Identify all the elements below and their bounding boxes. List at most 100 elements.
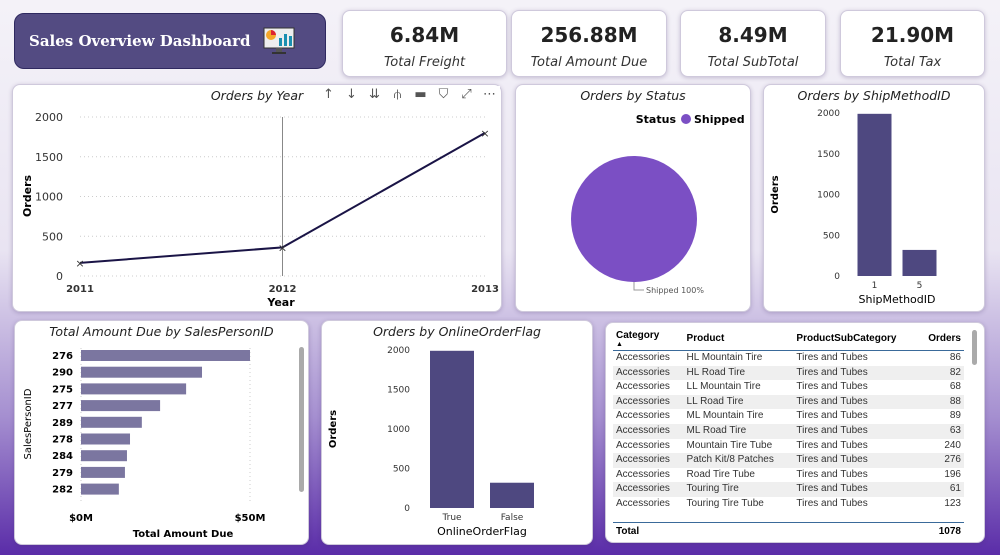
table-cell: Tires and Tubes — [796, 468, 868, 480]
column-header[interactable]: Product — [683, 327, 794, 351]
table-cell: 61 — [918, 482, 964, 497]
more-options-icon[interactable]: ⋯ — [483, 87, 496, 102]
visual-toolbar: ↑ ↓ ⇊ ⫛ ▬ ⛉ ⤢ ⋯ — [316, 86, 500, 104]
column-header[interactable]: Orders — [918, 327, 964, 351]
table-cell: Tires and Tubes — [793, 482, 919, 497]
legend-marker — [681, 114, 691, 124]
table-cell: Accessories — [616, 468, 670, 480]
table-cell: Accessories — [616, 410, 670, 422]
pie-slice — [571, 156, 697, 282]
table-cell: Tires and Tubes — [793, 453, 919, 468]
table-cell: Accessories — [613, 482, 684, 497]
table-cell: Tires and Tubes — [793, 365, 919, 381]
table-cell: 86 — [949, 352, 961, 363]
chart-title: Orders by Status — [580, 88, 686, 103]
y-tick-label: 2000 — [35, 111, 63, 124]
table-cell: Mountain Tire Tube — [686, 439, 773, 451]
y-axis-label: SalesPersonID — [23, 388, 34, 459]
table-scrollbar[interactable] — [972, 330, 977, 365]
table-cell: Accessories — [616, 497, 670, 509]
kpi-card: 256.88M Total Amount Due — [511, 10, 667, 77]
table-cell: Tires and Tubes — [796, 410, 868, 422]
x-tick-label: 5 — [917, 281, 923, 291]
kpi-label: Total Freight — [383, 55, 466, 70]
y-tick-label: 277 — [52, 401, 73, 412]
table-row[interactable]: Accessories Touring Tire Tires and Tubes 61 — [613, 482, 964, 497]
bar — [81, 416, 142, 428]
y-tick-label: 1000 — [35, 191, 63, 204]
y-axis-label: Orders — [21, 175, 34, 218]
y-axis-label: Orders — [770, 175, 781, 213]
orders-by-onlineflag-card: Orders by OnlineOrderFlag 0 500 1000 1500 20… — [321, 320, 593, 545]
table-cell: Touring Tire Tube — [686, 497, 764, 509]
table-row[interactable]: Accessories ML Road Tire Tires and Tubes 63 — [613, 423, 964, 439]
table-cell: 68 — [949, 381, 961, 393]
x-tick-label: False — [501, 513, 524, 523]
table-row[interactable]: Accessories Patch Kit/8 Patches Tires and … — [613, 453, 964, 468]
bar — [430, 350, 474, 508]
x-tick-label: 2013 — [471, 284, 499, 295]
column-header[interactable]: ProductSubCategory — [793, 327, 919, 351]
expand-hierarchy-icon[interactable]: ⫛ — [393, 87, 402, 102]
y-tick-label: 2000 — [817, 109, 840, 119]
kpi-card: 8.49M Total SubTotal — [680, 10, 826, 77]
kpi-label: Total Amount Due — [530, 55, 648, 70]
bar — [81, 466, 125, 478]
table-cell: Tires and Tubes — [796, 352, 868, 363]
leader-line — [633, 282, 644, 291]
column-header-label: ProductSubCategory — [796, 332, 897, 344]
table-row[interactable]: Accessories ML Mountain Tire Tires and Tub… — [613, 409, 964, 424]
bar — [857, 113, 892, 276]
bar — [81, 400, 161, 412]
separator[interactable]: ▬ — [414, 87, 427, 102]
table-cell: Touring Tire — [683, 482, 794, 497]
table-cell: Accessories — [613, 423, 684, 439]
x-axis-label: Total Amount Due — [133, 529, 234, 540]
drill-up-icon[interactable]: ↑ — [323, 87, 334, 102]
table-cell: ML Mountain Tire — [686, 410, 764, 422]
y-tick-label: 289 — [52, 418, 73, 429]
table-cell: 63 — [918, 423, 964, 439]
orders-by-year-card: Orders by Year 0 500 1000 1500 2000 × 2011 × 201… — [12, 84, 502, 312]
orders-by-shipmethod-card: Orders by ShipMethodID 0 500 1000 1500 2000 1… — [763, 84, 985, 312]
drill-down-icon[interactable]: ↓ — [346, 87, 357, 102]
table-cell: LL Mountain Tire — [686, 381, 761, 393]
x-tick-label: 2011 — [66, 284, 94, 295]
bar — [81, 483, 119, 495]
table-row[interactable]: Accessories LL Mountain Tire Tires and Tub… — [613, 380, 964, 395]
table-row[interactable]: Accessories HL Road Tire Tires and Tubes 82 — [613, 365, 964, 381]
table-row[interactable]: Accessories Mountain Tire Tube Tires and T… — [613, 439, 964, 454]
table-cell: Accessories — [613, 394, 684, 410]
chart-title: Orders by ShipMethodID — [797, 88, 951, 103]
series-line — [79, 132, 486, 264]
y-tick-label: 279 — [52, 468, 73, 479]
y-tick-label: 1000 — [817, 191, 840, 201]
amount-due-by-salesperson-card: Total Amount Due by SalesPersonID $0M $50… — [14, 320, 309, 545]
table-row[interactable]: Accessories Road Tire Tube Tires and Tubes… — [613, 468, 964, 483]
expand-all-icon[interactable]: ⇊ — [369, 87, 380, 102]
y-tick-label: 1000 — [387, 425, 410, 435]
y-tick-label: 275 — [52, 384, 73, 395]
kpi-label: Total SubTotal — [707, 55, 799, 70]
dashboard-monitor-icon — [263, 27, 295, 54]
filter-icon[interactable]: ⛉ — [438, 87, 449, 102]
table-cell: ML Road Tire — [683, 423, 794, 439]
x-axis-label: Year — [266, 296, 295, 309]
scrollbar[interactable] — [299, 347, 304, 492]
column-header[interactable]: Category ▲ — [613, 327, 684, 351]
bar — [81, 366, 203, 378]
data-label: Shipped 100% — [646, 286, 704, 295]
table-row[interactable]: Accessories Touring Tire Tube Tires and Tu… — [613, 497, 964, 512]
y-tick-label: 1500 — [387, 386, 410, 396]
table-total-row: Total 1078 — [613, 522, 964, 538]
amount-due-by-salesperson-chart: $0M $50M 276 290 275 277 289 278 284 279 282 Total … — [23, 348, 265, 540]
chart-title: Orders by OnlineOrderFlag — [373, 324, 541, 339]
data-point-marker: × — [480, 127, 489, 140]
focus-mode-icon[interactable]: ⤢ — [461, 87, 472, 102]
y-tick-label: 0 — [404, 504, 410, 514]
y-tick-label: 500 — [393, 465, 410, 475]
table-row[interactable]: Accessories HL Mountain Tire Tires and Tub… — [613, 351, 964, 366]
table-cell: 276 — [918, 453, 964, 468]
table-row[interactable]: Accessories LL Road Tire Tires and Tubes 88 — [613, 394, 964, 410]
table-cell: Tires and Tubes — [793, 394, 919, 410]
